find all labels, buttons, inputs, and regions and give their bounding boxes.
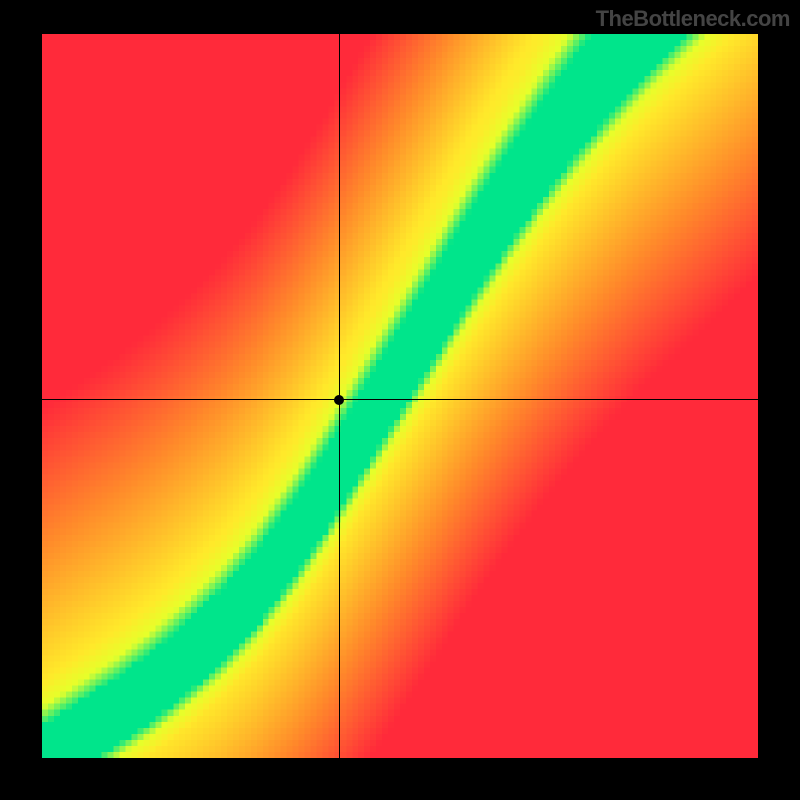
- crosshair-marker-dot: [334, 395, 344, 405]
- chart-container: TheBottleneck.com: [0, 0, 800, 800]
- watermark-text: TheBottleneck.com: [596, 6, 790, 32]
- heatmap-plot-area: [42, 34, 758, 758]
- heatmap-canvas: [42, 34, 758, 758]
- crosshair-horizontal: [42, 399, 758, 400]
